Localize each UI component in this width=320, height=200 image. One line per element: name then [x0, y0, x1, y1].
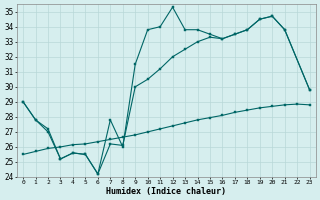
X-axis label: Humidex (Indice chaleur): Humidex (Indice chaleur)	[106, 187, 226, 196]
